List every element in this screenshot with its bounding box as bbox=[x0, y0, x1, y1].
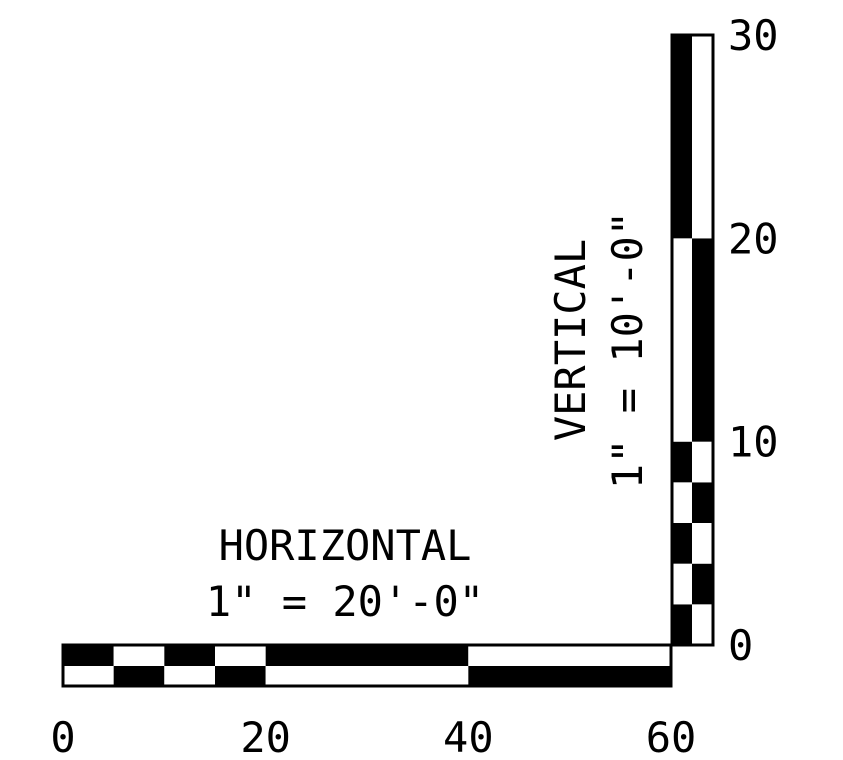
vertical-bar-segment bbox=[672, 35, 692, 239]
vertical-tick-label: 0 bbox=[728, 621, 753, 670]
horizontal-bar-segment bbox=[63, 666, 114, 686]
horizontal-bar-outline bbox=[61, 643, 673, 688]
vertical-bar-segment bbox=[692, 604, 713, 645]
vertical-tick-label: 20 bbox=[728, 214, 779, 263]
vertical-bar-segment bbox=[692, 441, 713, 483]
vertical-bar-segment bbox=[692, 482, 713, 523]
horizontal-bar-segment bbox=[468, 645, 671, 666]
horizontal-title: HORIZONTAL bbox=[219, 521, 472, 570]
horizontal-bar-segment bbox=[63, 645, 114, 666]
horizontal-bar-segment bbox=[215, 645, 266, 666]
horizontal-scale-bar bbox=[61, 643, 673, 688]
vertical-bar-segment bbox=[672, 604, 692, 645]
vertical-scale-bar bbox=[670, 33, 715, 647]
horizontal-tick-labels: 0 20 40 60 bbox=[50, 713, 696, 760]
vertical-bar-segment bbox=[672, 238, 692, 442]
horizontal-bar-segment bbox=[265, 645, 469, 666]
horizontal-tick-label: 60 bbox=[646, 713, 697, 760]
vertical-bar-segment bbox=[692, 35, 713, 239]
vertical-tick-labels: 0 10 20 30 bbox=[728, 11, 779, 670]
horizontal-bar-segment bbox=[215, 666, 266, 686]
vertical-bar-segment bbox=[672, 482, 692, 523]
vertical-title: VERTICAL bbox=[546, 239, 595, 441]
horizontal-tick-label: 40 bbox=[443, 713, 494, 760]
vertical-bar-segment bbox=[672, 563, 692, 605]
vertical-bar-segment bbox=[672, 523, 692, 564]
horizontal-bar-segment bbox=[265, 666, 469, 686]
vertical-bar-segment bbox=[692, 523, 713, 564]
horizontal-tick-label: 20 bbox=[240, 713, 291, 760]
horizontal-bar-segment bbox=[164, 666, 215, 686]
horizontal-tick-label: 0 bbox=[50, 713, 75, 760]
horizontal-bar-segment bbox=[468, 666, 671, 686]
vertical-bar-segment bbox=[692, 563, 713, 605]
horizontal-scale-text: 1" = 20'-0" bbox=[206, 577, 484, 626]
vertical-bar-outline bbox=[670, 33, 715, 647]
vertical-scale-text: 1" = 10'-0" bbox=[603, 211, 652, 489]
vertical-tick-label: 10 bbox=[728, 418, 779, 467]
vertical-bar-segment bbox=[672, 441, 692, 483]
horizontal-bar-segment bbox=[113, 666, 165, 686]
horizontal-bar-segment bbox=[113, 645, 165, 666]
horizontal-bar-segment bbox=[164, 645, 215, 666]
vertical-tick-label: 30 bbox=[728, 11, 779, 60]
vertical-bar-segment bbox=[692, 238, 713, 442]
